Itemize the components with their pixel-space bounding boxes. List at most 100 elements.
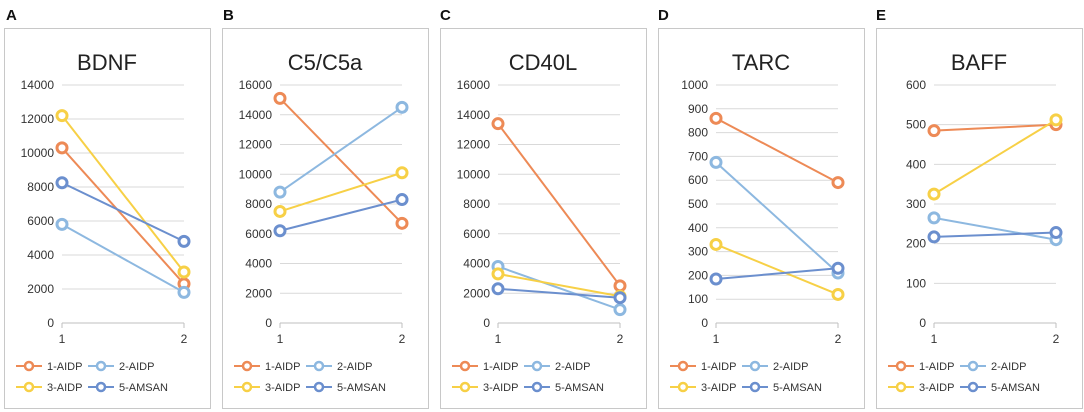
chart-frame [876,28,1083,409]
legend-marker-1-aidp [677,360,689,372]
series-line-3-aidp [61,114,185,273]
y-tick-label: 0 [483,316,490,330]
data-point-3-aidp-x1 [927,187,941,201]
y-tick-label: 0 [47,316,54,330]
data-point-3-aidp-x1 [491,267,505,281]
chart-panel-d: D TARC 0 100 200 300 400 500 600 700 800 900 1000 1 2 1… [658,7,865,409]
chart-panel-a: A BDNF 0 2000 4000 6000 8000 10000 12000 14000 1 2 1… [4,7,211,409]
y-tick-label: 400 [906,157,926,171]
y-tick-label: 8000 [463,197,490,211]
y-tick-label: 10000 [21,146,55,160]
x-tick-label: 2 [1053,332,1060,346]
data-point-1-aidp-x1 [709,111,723,125]
chart-panel-b: B C5/C5a 0 2000 4000 6000 8000 10000 12000 14000 1… [222,7,429,409]
data-point-2-aidp-x1 [927,211,941,225]
y-tick-label: 4000 [245,257,272,271]
legend-label-5-amsan: 5-AMSAN [991,382,1040,394]
y-tick-label: 1000 [681,78,708,92]
y-tick-label: 400 [688,221,708,235]
legend-label-2-aidp: 2-AIDP [773,361,808,373]
legend-marker-2-aidp [531,360,543,372]
chart-title: C5/C5a [288,50,363,75]
data-point-3-aidp-x1 [55,109,69,123]
legend-marker-5-amsan [95,381,107,393]
series-line-2-aidp [279,106,403,193]
series-line-5-amsan [497,287,621,299]
chart-title: BAFF [951,50,1007,75]
panel-letter: B [223,7,234,24]
y-tick-label: 500 [906,118,926,132]
legend-marker-5-amsan [967,381,979,393]
y-tick-label: 0 [265,316,272,330]
series-line-1-aidp [715,117,839,184]
legend-label-3-aidp: 3-AIDP [483,382,518,394]
legend-marker-5-amsan [313,381,325,393]
y-tick-label: 2000 [27,282,54,296]
y-tick-label: 0 [919,316,926,330]
y-tick-label: 12000 [239,138,273,152]
y-tick-label: 14000 [239,108,273,122]
legend-marker-3-aidp [23,381,35,393]
series-line-2-aidp [497,265,621,311]
y-tick-label: 6000 [27,214,54,228]
legend-label-2-aidp: 2-AIDP [991,361,1026,373]
y-tick-label: 200 [906,237,926,251]
y-tick-label: 6000 [463,227,490,241]
x-tick-label: 2 [181,332,188,346]
legend-label-2-aidp: 2-AIDP [555,361,590,373]
y-tick-label: 16000 [457,78,491,92]
legend-label-1-aidp: 1-AIDP [265,361,300,373]
chart-title: CD40L [509,50,577,75]
legend-marker-2-aidp [95,360,107,372]
data-point-5-amsan-x1 [709,272,723,286]
data-point-2-aidp-x1 [273,185,287,199]
legend-marker-1-aidp [241,360,253,372]
data-point-5-amsan-x1 [927,230,941,244]
series-line-5-amsan [933,231,1057,238]
data-point-1-aidp-x1 [927,124,941,138]
y-tick-label: 12000 [21,112,55,126]
legend-label-3-aidp: 3-AIDP [47,382,82,394]
legend-marker-3-aidp [241,381,253,393]
series-line-1-aidp [279,97,403,225]
data-point-5-amsan-x2 [395,193,409,207]
legend-marker-1-aidp [895,360,907,372]
y-tick-label: 700 [688,149,708,163]
series-line-2-aidp [933,216,1057,241]
data-point-5-amsan-x2 [831,261,845,275]
series-line-3-aidp [497,272,621,298]
legend-marker-2-aidp [967,360,979,372]
series-line-3-aidp [279,171,403,213]
data-point-2-aidp-x2 [177,285,191,299]
y-tick-label: 4000 [27,248,54,262]
data-point-3-aidp-x2 [177,265,191,279]
legend-label-3-aidp: 3-AIDP [265,382,300,394]
series-line-2-aidp [61,223,185,294]
x-tick-label: 1 [713,332,720,346]
series-line-1-aidp [933,123,1057,132]
data-point-2-aidp-x1 [709,155,723,169]
data-point-2-aidp-x1 [55,217,69,231]
data-point-5-amsan-x1 [491,282,505,296]
y-tick-label: 14000 [21,78,55,92]
data-point-2-aidp-x2 [613,303,627,317]
x-tick-label: 2 [835,332,842,346]
data-point-3-aidp-x2 [831,287,845,301]
data-point-1-aidp-x2 [395,216,409,230]
y-tick-label: 0 [701,316,708,330]
panel-letter: E [876,7,886,24]
legend-marker-1-aidp [459,360,471,372]
x-tick-label: 1 [931,332,938,346]
legend-marker-3-aidp [459,381,471,393]
legend-marker-2-aidp [313,360,325,372]
legend-marker-1-aidp [23,360,35,372]
x-tick-label: 1 [59,332,66,346]
y-tick-label: 6000 [245,227,272,241]
y-tick-label: 8000 [27,180,54,194]
legend-label-1-aidp: 1-AIDP [47,361,82,373]
legend-marker-3-aidp [677,381,689,393]
chart-panel-c: C CD40L 0 2000 4000 6000 8000 10000 12000 14000 16… [440,7,647,409]
x-tick-label: 2 [399,332,406,346]
series-line-3-aidp [715,243,839,296]
